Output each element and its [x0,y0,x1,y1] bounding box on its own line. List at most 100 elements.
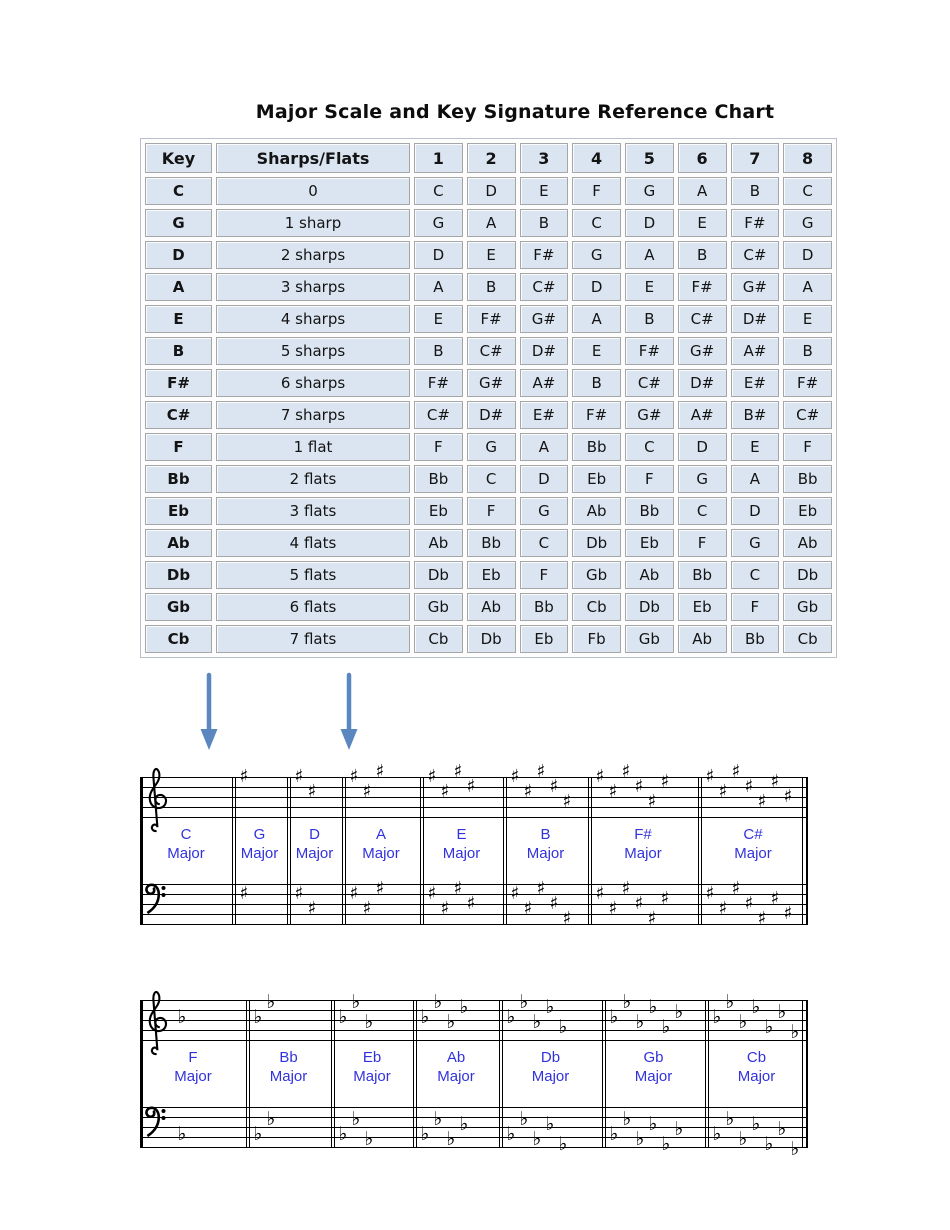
flat-icon: ♭ [609,1123,619,1145]
staff-system-2: F Major ♭ ♭ Bb Major ♭ ♭ ♭ ♭ Eb Major ♭ ♭ ♭ ♭ ♭ ♭ Ab Major ♭… [140,986,808,1160]
treble-staff [413,986,499,1041]
treble-clef [144,988,168,1062]
flat-icon: ♭ [459,996,469,1018]
sharp-icon: ♯ [294,766,304,787]
sharp-icon: ♯ [239,766,249,787]
major-word: Major [442,845,481,862]
sharp-icon: ♯ [608,898,618,919]
note-cell: A# [730,337,780,365]
note-cell: G# [519,305,569,333]
key-label: B Major [503,825,588,863]
bass-staff [698,884,808,930]
key-name: Gb [643,1049,664,1066]
bass-staff [342,884,420,930]
down-arrow-icon [200,672,218,750]
note-cell: C# [466,337,516,365]
sharp-icon: ♯ [647,908,657,929]
flat-icon: ♭ [519,991,529,1013]
note-cell: Bb [466,529,516,557]
flat-icon: ♭ [532,1011,542,1033]
signature-cell: 1 sharp [216,209,410,237]
sharp-icon: ♯ [608,781,618,802]
note-cell: E# [519,401,569,429]
note-cell: E [783,305,832,333]
note-cell: F# [625,337,674,365]
note-cell: C# [625,369,674,397]
sharp-icon: ♯ [349,766,359,787]
note-cell: Bb [677,561,727,589]
flat-icon: ♭ [725,991,735,1013]
flat-icon: ♭ [506,1123,516,1145]
note-cell: C# [414,401,463,429]
sharp-icon: ♯ [536,761,546,782]
header-cell: 8 [783,143,832,173]
bass-staff [331,1107,413,1153]
note-cell: B [677,241,727,269]
note-cell: Eb [519,625,569,653]
system-start-barline [140,777,143,925]
key-name: Eb [362,1049,382,1066]
note-cell: B [519,209,569,237]
flat-icon: ♭ [648,996,658,1018]
treble-staff [499,986,602,1041]
major-word: Major [634,1068,673,1085]
note-cell: C [677,497,727,525]
sharp-icon: ♯ [783,786,793,807]
note-cell: Db [625,593,674,621]
note-cell: Eb [783,497,832,525]
key-cell: E [145,305,212,333]
flat-icon: ♭ [338,1006,348,1028]
note-cell: B [783,337,832,365]
flat-icon: ♭ [177,1123,187,1145]
sharp-icon: ♯ [770,888,780,909]
note-cell: A# [677,401,727,429]
note-cell: F# [519,241,569,269]
key-cell: Gb [145,593,212,621]
note-cell: Ab [783,529,832,557]
flat-icon: ♭ [351,991,361,1013]
note-cell: A [783,273,832,301]
flat-icon: ♭ [661,1133,671,1155]
sharp-icon: ♯ [660,888,670,909]
note-cell: Bb [730,625,780,653]
bass-clef-icon [145,1106,166,1138]
note-cell: G [625,177,674,205]
flat-icon: ♭ [609,1006,619,1028]
treble-staff [246,986,331,1041]
key-label: F# Major [588,825,698,863]
bass-staff [503,884,588,930]
major-word: Major [269,1068,308,1085]
note-cell: Ab [466,593,516,621]
key-label: Cb Major [705,1048,808,1086]
note-cell: G# [466,369,516,397]
staff-system-1: C Major G Major ♯ ♯ D Major ♯ ♯ ♯ ♯ A Major ♯ ♯ ♯ ♯ ♯ ♯ E Maj… [140,761,808,930]
key-name: A [375,826,386,843]
bass-staff [588,884,698,930]
flat-icon: ♭ [622,991,632,1013]
flat-icon: ♭ [519,1108,529,1130]
header-cell: 5 [625,143,674,173]
note-cell: C# [783,401,832,429]
note-cell: D# [466,401,516,429]
key-block-c: C Major [140,763,232,930]
major-word: Major [353,1068,391,1085]
signature-cell: 4 sharps [216,305,410,333]
note-cell: C [730,561,780,589]
bass-clef [145,1105,167,1143]
sharp-icon: ♯ [523,781,533,802]
sharp-icon: ♯ [362,781,372,802]
note-cell: G [519,497,569,525]
note-cell: E [414,305,463,333]
note-cell: Gb [572,561,621,589]
note-cell: Bb [519,593,569,621]
flat-icon: ♭ [777,1118,787,1140]
sharp-icon: ♯ [647,791,657,812]
note-cell: C# [677,305,727,333]
bass-staff [499,1107,602,1153]
major-word: Major [531,1068,570,1085]
system-end-barline [806,1000,808,1148]
key-block-aflat: Ab Major ♭ ♭ ♭ ♭ ♭ ♭ ♭ ♭ [413,986,499,1153]
staff-blocks: C Major G Major ♯ ♯ D Major ♯ ♯ ♯ ♯ A Major ♯ ♯ ♯ ♯ ♯ ♯ E Maj… [140,761,808,930]
flat-icon: ♭ [790,1021,800,1043]
key-label: F Major [140,1048,246,1086]
